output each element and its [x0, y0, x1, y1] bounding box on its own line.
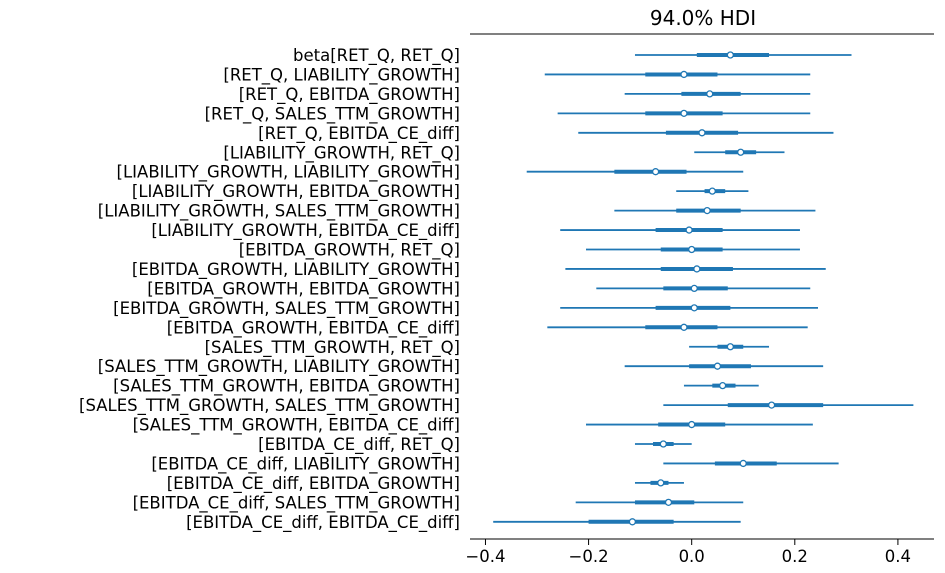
mean-point: [703, 206, 711, 215]
x-tick-label: 0.2: [782, 547, 808, 566]
row-labels: beta[RET_Q, RET_Q][RET_Q, LIABILITY_GROW…: [79, 46, 460, 533]
row-label: [RET_Q, LIABILITY_GROWTH]: [223, 65, 460, 85]
mean-point: [739, 459, 747, 468]
x-tick-label: −0.2: [569, 547, 609, 566]
row-label: [EBITDA_CE_diff, EBITDA_CE_diff]: [186, 513, 460, 533]
mean-point: [693, 265, 701, 273]
chart-title: 94.0% HDI: [650, 6, 756, 30]
row-label: [EBITDA_GROWTH, RET_Q]: [239, 241, 460, 261]
row-label: [LIABILITY_GROWTH, RET_Q]: [223, 143, 460, 163]
mean-point: [664, 498, 673, 507]
row-label: [LIABILITY_GROWTH, SALES_TTM_GROWTH]: [98, 202, 460, 222]
mean-point: [688, 420, 696, 429]
row-label: [SALES_TTM_GROWTH, RET_Q]: [205, 338, 460, 358]
mean-point: [690, 304, 698, 312]
x-tick-label: 0.0: [679, 547, 705, 566]
x-tick-label: −0.4: [465, 547, 505, 566]
row-label: [EBITDA_CE_diff, RET_Q]: [258, 435, 460, 455]
row-label: [EBITDA_GROWTH, EBITDA_GROWTH]: [147, 279, 460, 299]
mean-point: [680, 70, 688, 79]
row-label: [EBITDA_GROWTH, SALES_TTM_GROWTH]: [113, 299, 460, 319]
mean-point: [659, 440, 667, 448]
row-label: [RET_Q, EBITDA_CE_diff]: [258, 124, 460, 144]
mean-point: [713, 362, 722, 370]
row-label: [SALES_TTM_GROWTH, EBITDA_CE_diff]: [133, 416, 460, 436]
mean-point: [726, 343, 735, 351]
row-label: [EBITDA_CE_diff, SALES_TTM_GROWTH]: [133, 493, 460, 513]
row-label: beta[RET_Q, RET_Q]: [293, 46, 460, 66]
mean-point: [767, 401, 776, 409]
row-label: [EBITDA_CE_diff, EBITDA_GROWTH]: [167, 474, 460, 494]
mean-point: [685, 226, 693, 234]
mean-point: [680, 323, 688, 331]
row-label: [SALES_TTM_GROWTH, EBITDA_GROWTH]: [113, 377, 460, 397]
mean-point: [718, 381, 727, 390]
mean-point: [737, 148, 745, 156]
mean-point: [706, 90, 714, 98]
mean-point: [726, 51, 735, 59]
row-label: [RET_Q, EBITDA_GROWTH]: [239, 85, 460, 105]
row-label: [LIABILITY_GROWTH, LIABILITY_GROWTH]: [117, 163, 460, 183]
row-label: [LIABILITY_GROWTH, EBITDA_CE_diff]: [151, 221, 460, 241]
mean-point: [708, 187, 716, 195]
row-label: [SALES_TTM_GROWTH, SALES_TTM_GROWTH]: [79, 396, 460, 416]
row-marks: [493, 51, 914, 526]
mean-point: [628, 518, 637, 526]
x-tick-label: 0.4: [885, 547, 911, 566]
row-label: [RET_Q, SALES_TTM_GROWTH]: [205, 104, 460, 124]
row-label: [EBITDA_GROWTH, LIABILITY_GROWTH]: [132, 260, 460, 280]
mean-point: [698, 129, 706, 137]
mean-point: [680, 109, 688, 117]
row-label: [LIABILITY_GROWTH, EBITDA_GROWTH]: [132, 182, 460, 202]
mean-point: [688, 245, 696, 254]
mean-point: [690, 284, 698, 293]
mean-point: [651, 168, 660, 176]
x-axis-ticks: −0.4 −0.2 0.0 0.2 0.4: [465, 539, 911, 566]
mean-point: [657, 479, 665, 487]
row-label: [EBITDA_GROWTH, EBITDA_CE_diff]: [167, 318, 460, 338]
row-label: [SALES_TTM_GROWTH, LIABILITY_GROWTH]: [98, 357, 460, 377]
row-label: [EBITDA_CE_diff, LIABILITY_GROWTH]: [151, 454, 460, 474]
